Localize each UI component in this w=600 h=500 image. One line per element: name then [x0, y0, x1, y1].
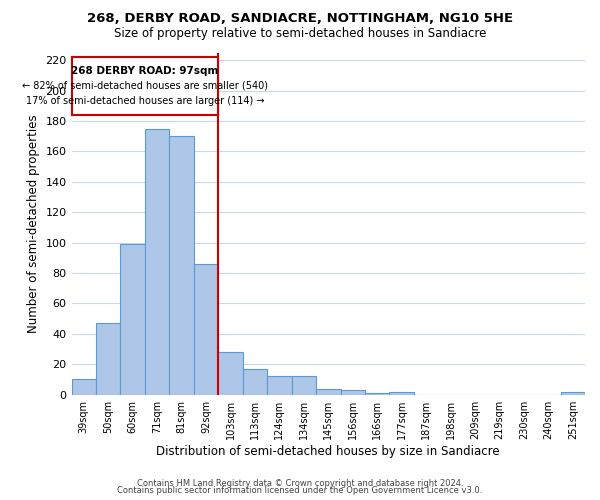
Bar — [243, 369, 267, 394]
Bar — [145, 128, 169, 394]
Bar — [292, 376, 316, 394]
Y-axis label: Number of semi-detached properties: Number of semi-detached properties — [27, 114, 40, 333]
Bar — [194, 264, 218, 394]
Text: 17% of semi-detached houses are larger (114) →: 17% of semi-detached houses are larger (… — [26, 96, 264, 106]
Bar — [267, 376, 292, 394]
Text: Contains HM Land Registry data © Crown copyright and database right 2024.: Contains HM Land Registry data © Crown c… — [137, 478, 463, 488]
Bar — [341, 390, 365, 394]
Bar — [169, 136, 194, 394]
Bar — [389, 392, 414, 394]
Text: 268 DERBY ROAD: 97sqm: 268 DERBY ROAD: 97sqm — [71, 66, 218, 76]
Text: 268, DERBY ROAD, SANDIACRE, NOTTINGHAM, NG10 5HE: 268, DERBY ROAD, SANDIACRE, NOTTINGHAM, … — [87, 12, 513, 26]
Bar — [96, 323, 121, 394]
Bar — [316, 388, 341, 394]
Bar — [218, 352, 243, 395]
Text: Size of property relative to semi-detached houses in Sandiacre: Size of property relative to semi-detach… — [114, 28, 486, 40]
Bar — [121, 244, 145, 394]
Text: ← 82% of semi-detached houses are smaller (540): ← 82% of semi-detached houses are smalle… — [22, 81, 268, 91]
Bar — [560, 392, 585, 394]
Text: Contains public sector information licensed under the Open Government Licence v3: Contains public sector information licen… — [118, 486, 482, 495]
FancyBboxPatch shape — [71, 57, 218, 115]
X-axis label: Distribution of semi-detached houses by size in Sandiacre: Distribution of semi-detached houses by … — [157, 444, 500, 458]
Bar — [71, 380, 96, 394]
Bar — [365, 393, 389, 394]
